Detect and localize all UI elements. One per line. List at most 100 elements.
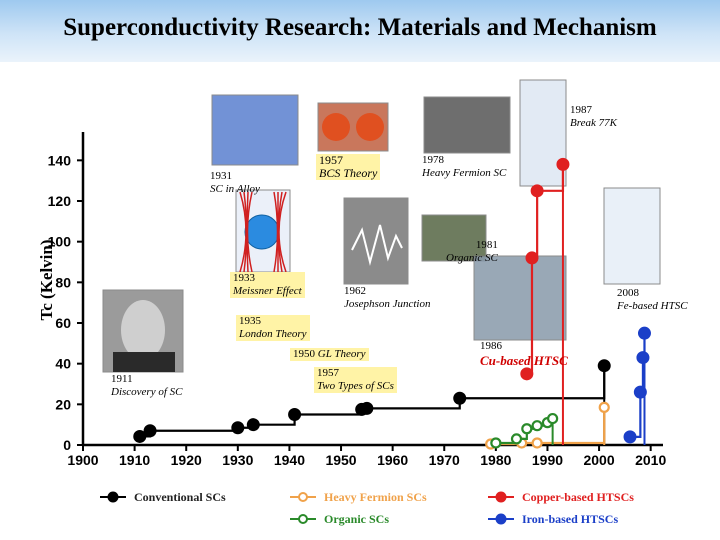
annotation-1931: 1931 SC in Alloy bbox=[210, 170, 260, 196]
cooper-pair-right bbox=[356, 113, 384, 141]
annotation-1986: 1986 Cu-based HTSC bbox=[480, 340, 568, 368]
iron-pnictide-structure-photo bbox=[603, 187, 661, 285]
x-tick-label: 2000 bbox=[583, 452, 614, 468]
y-tick-label: 100 bbox=[48, 234, 72, 250]
annotation-year: 1933 bbox=[233, 272, 255, 284]
data-point bbox=[525, 251, 539, 265]
data-point bbox=[530, 184, 544, 198]
legend-label: Copper-based HTSCs bbox=[522, 490, 634, 504]
annotation-1911: 1911 Discovery of SC bbox=[111, 373, 182, 399]
annotation-1962: 1962 Josephson Junction bbox=[344, 285, 430, 311]
legend-marker bbox=[298, 514, 308, 524]
x-tick-label: 1990 bbox=[532, 452, 563, 468]
annotation-text: Heavy Fermion SC bbox=[422, 167, 507, 179]
legend-marker bbox=[298, 492, 308, 502]
data-point bbox=[597, 359, 611, 373]
data-point bbox=[637, 326, 651, 340]
annotation-year: 1987 bbox=[570, 104, 592, 116]
annotation-1987: 1987 Break 77K bbox=[570, 104, 617, 130]
x-tick-label: 1930 bbox=[222, 452, 253, 468]
heavy-fermion-lattice-photo bbox=[423, 96, 511, 154]
annotation-text: BCS Theory bbox=[319, 166, 378, 180]
annotation-year: 1957 bbox=[317, 367, 339, 379]
annotation-1935: 1935 London Theory bbox=[236, 315, 310, 341]
annotation-text: Organic SC bbox=[446, 252, 498, 264]
data-point bbox=[510, 433, 523, 445]
x-tick-label: 1960 bbox=[377, 452, 408, 468]
annotation-text: GL Theory bbox=[317, 348, 366, 360]
data-point bbox=[521, 423, 533, 435]
legend-label: Organic SCs bbox=[324, 512, 389, 526]
annotation-text: London Theory bbox=[239, 328, 307, 340]
x-tick-label: 1950 bbox=[325, 452, 356, 468]
annotation-2008: 2008 Fe-based HTSC bbox=[617, 287, 688, 313]
y-tick-label: 80 bbox=[55, 274, 71, 290]
legend-marker bbox=[495, 513, 507, 525]
oscilloscope-trace bbox=[351, 224, 403, 266]
annotation-year: 1931 bbox=[210, 170, 232, 182]
cuprate-crystal-structure-photo bbox=[519, 79, 567, 187]
htsc-discoverers-photo bbox=[473, 255, 567, 341]
x-tick-label: 1970 bbox=[429, 452, 460, 468]
organic-molecule-photo bbox=[421, 214, 487, 262]
portrait-face bbox=[121, 300, 165, 360]
y-axis-label: Tc (Kelvin) bbox=[37, 239, 56, 321]
annotation-1957-bcs: 1957 BCS Theory bbox=[316, 153, 381, 180]
y-tick-label: 0 bbox=[63, 437, 71, 453]
annotation-text: Cu-based HTSC bbox=[480, 353, 568, 368]
data-point bbox=[246, 418, 260, 432]
data-point bbox=[453, 391, 467, 405]
data-point bbox=[143, 424, 157, 438]
annotation-text: SC in Alloy bbox=[210, 183, 260, 195]
annotation-year: 1962 bbox=[344, 285, 366, 297]
legend-label: Iron-based HTSCs bbox=[522, 512, 618, 526]
y-tick-label: 120 bbox=[48, 193, 72, 209]
field-line bbox=[246, 191, 253, 273]
portrait-coat bbox=[113, 352, 175, 372]
annotation-year: 1978 bbox=[422, 154, 444, 166]
legend-label: Conventional SCs bbox=[134, 490, 226, 504]
data-point bbox=[556, 157, 570, 171]
data-point bbox=[490, 437, 502, 449]
annotation-year: 1935 bbox=[239, 315, 261, 327]
y-tick-label: 140 bbox=[48, 152, 72, 168]
annotation-1981: 1981 Organic SC bbox=[446, 239, 498, 265]
annotation-1978: 1978 Heavy Fermion SC bbox=[422, 154, 506, 180]
title-bar bbox=[0, 0, 720, 62]
annotation-year: 1957 bbox=[319, 153, 343, 167]
series-line-iron-based-htscs bbox=[630, 333, 646, 438]
data-point bbox=[231, 421, 245, 435]
cooper-pair-left bbox=[322, 113, 350, 141]
legend-marker bbox=[495, 491, 507, 503]
alloy-microstructure-photo bbox=[211, 94, 299, 166]
annotation-text: Josephson Junction bbox=[344, 298, 431, 310]
y-tick-label: 60 bbox=[55, 315, 71, 331]
annotation-year: 1911 bbox=[111, 373, 133, 385]
annotation-text: Discovery of SC bbox=[111, 386, 183, 398]
annotation-1933: 1933 Meissner Effect bbox=[230, 272, 305, 298]
superconductor-sphere bbox=[244, 214, 280, 250]
annotation-year: 1950 bbox=[293, 348, 315, 360]
annotation-year: 1981 bbox=[475, 239, 498, 251]
y-tick-label: 20 bbox=[55, 396, 71, 412]
x-tick-label: 1940 bbox=[274, 452, 305, 468]
annotation-year: 2008 bbox=[617, 287, 639, 299]
data-point bbox=[547, 412, 559, 425]
data-point bbox=[636, 351, 650, 365]
x-tick-label: 2010 bbox=[635, 452, 666, 468]
annotation-text: Fe-based HTSC bbox=[617, 300, 688, 312]
data-point bbox=[360, 401, 374, 415]
annotation-1957-types: 1957 Two Types of SCs bbox=[314, 367, 397, 393]
data-point bbox=[623, 430, 637, 444]
data-point bbox=[598, 401, 610, 413]
x-tick-label: 1910 bbox=[119, 452, 150, 468]
legend-label: Heavy Fermion SCs bbox=[324, 490, 427, 504]
data-point bbox=[633, 385, 647, 399]
annotation-text: Break 77K bbox=[570, 117, 617, 129]
annotation-text: Meissner Effect bbox=[233, 285, 302, 297]
page-title: Superconductivity Research: Materials an… bbox=[63, 14, 657, 41]
x-tick-label: 1900 bbox=[67, 452, 98, 468]
y-tick-label: 40 bbox=[55, 356, 71, 372]
legend-marker bbox=[107, 491, 119, 503]
